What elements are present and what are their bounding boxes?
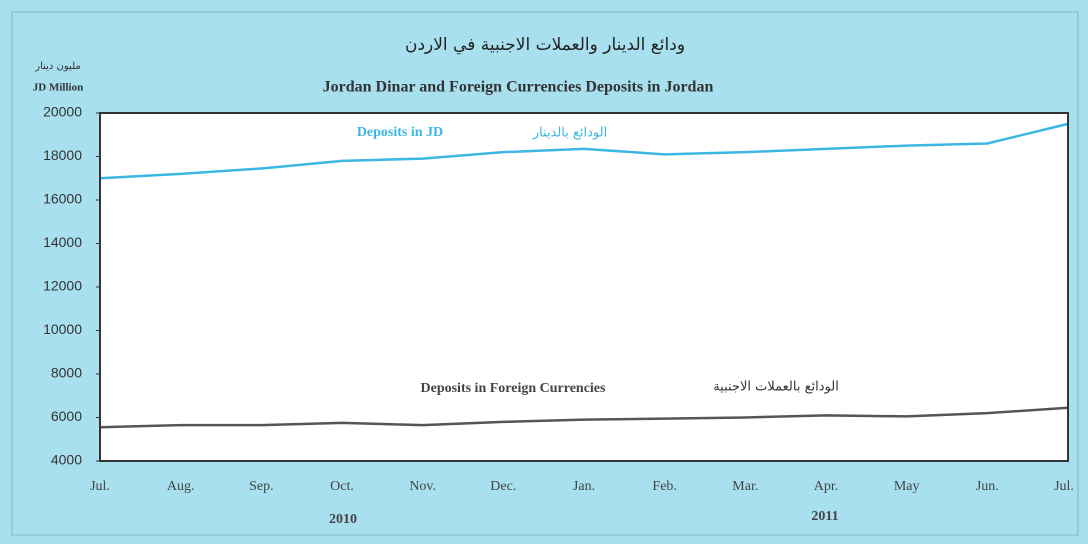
series-label-ar: الودائع بالدينار [532, 126, 608, 141]
x-tick-label: Aug. [167, 479, 195, 494]
chart-title: Jordan Dinar and Foreign Currencies Depo… [323, 79, 714, 96]
outer-frame [11, 11, 1079, 536]
plot-frame [99, 112, 1069, 462]
x-tick-label: Dec. [490, 479, 516, 494]
x-tick-label: Nov. [409, 479, 436, 494]
x-tick-label: Sep. [249, 479, 274, 494]
x-tick-label: Apr. [814, 479, 839, 494]
x-tick-label: Oct. [330, 479, 354, 494]
series-label: Deposits in Foreign Currencies [421, 381, 607, 396]
y-tick-label: 14000 [43, 234, 82, 250]
year-label: 2010 [329, 512, 357, 527]
y-tick-label: 4000 [51, 452, 82, 468]
y-label: JD Million [33, 82, 83, 94]
series-line [99, 406, 1069, 429]
y-tick-label: 10000 [43, 321, 82, 337]
series-label-ar: الودائع بالعملات الاجنبية [713, 380, 839, 395]
y-label-ar: مليون دينار [34, 61, 81, 72]
x-tick-label: Feb. [652, 479, 677, 494]
y-tick-label: 6000 [51, 408, 82, 424]
x-tick-label: Mar. [732, 479, 758, 494]
plot-area [100, 113, 1068, 461]
x-tick-label: Jul. [90, 479, 110, 494]
y-tick-label: 8000 [51, 365, 82, 381]
x-tick-label: Jun. [976, 479, 999, 494]
x-tick-label: Jan. [573, 479, 595, 494]
y-tick-label: 20000 [43, 104, 82, 120]
y-tick-label: 18000 [43, 147, 82, 163]
x-tick-label: Jul. [1054, 479, 1074, 494]
y-tick-label: 12000 [43, 278, 82, 294]
year-label: 2011 [811, 509, 838, 524]
y-tick-label: 16000 [43, 191, 82, 207]
x-tick-label: May [894, 479, 920, 494]
series-label: Deposits in JD [357, 125, 443, 140]
series-line [99, 122, 1069, 180]
chart-title-ar: ودائع الدينار والعملات الاجنبية في الارد… [405, 35, 685, 55]
